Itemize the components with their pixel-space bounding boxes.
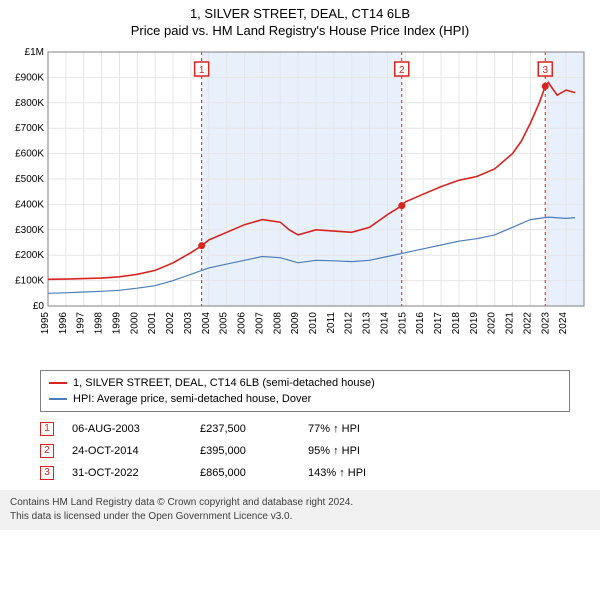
y-tick-label: £500K (15, 174, 44, 185)
y-tick-label: £900K (15, 72, 44, 83)
footer-line-2: This data is licensed under the Open Gov… (10, 510, 590, 524)
y-tick-label: £200K (15, 250, 44, 261)
x-tick-label: 2003 (183, 312, 194, 335)
y-tick-label: £300K (15, 225, 44, 236)
legend-swatch (49, 382, 67, 384)
x-tick-label: 1995 (40, 312, 51, 335)
x-tick-label: 2022 (522, 312, 533, 335)
x-tick-label: 2002 (165, 312, 176, 335)
y-tick-label: £600K (15, 149, 44, 160)
x-tick-label: 2024 (558, 312, 569, 335)
sale-date: 06-AUG-2003 (72, 418, 182, 440)
x-tick-label: 2000 (129, 312, 140, 335)
legend-swatch (49, 398, 67, 400)
x-tick-label: 2008 (272, 312, 283, 335)
x-tick-label: 2006 (237, 312, 248, 335)
legend-label: 1, SILVER STREET, DEAL, CT14 6LB (semi-d… (73, 375, 375, 391)
footer-licence: Contains HM Land Registry data © Crown c… (0, 490, 600, 530)
sale-date: 24-OCT-2014 (72, 440, 182, 462)
chart-title: 1, SILVER STREET, DEAL, CT14 6LB Price p… (0, 0, 600, 40)
sale-marker-icon: 1 (40, 422, 54, 436)
legend-box: 1, SILVER STREET, DEAL, CT14 6LB (semi-d… (40, 370, 570, 412)
x-tick-label: 2021 (505, 312, 516, 335)
sale-price: £237,500 (200, 418, 290, 440)
sale-marker-icon: 2 (40, 444, 54, 458)
y-tick-label: £100K (15, 276, 44, 287)
x-tick-label: 2017 (433, 312, 444, 335)
x-tick-label: 2004 (201, 312, 212, 335)
sale-price: £865,000 (200, 462, 290, 484)
x-tick-label: 2014 (379, 312, 390, 335)
y-tick-label: £400K (15, 199, 44, 210)
sale-marker-num-1: 1 (199, 65, 205, 76)
sale-point-3 (542, 83, 549, 90)
x-tick-label: 2019 (469, 312, 480, 335)
sale-pct: 77% ↑ HPI (308, 418, 418, 440)
x-tick-label: 2001 (147, 312, 158, 335)
x-tick-label: 2010 (308, 312, 319, 335)
x-tick-label: 2011 (326, 312, 337, 334)
x-tick-label: 2005 (219, 312, 230, 335)
legend-label: HPI: Average price, semi-detached house,… (73, 391, 311, 407)
sale-date: 31-OCT-2022 (72, 462, 182, 484)
sale-row-3: 3 31-OCT-2022 £865,000 143% ↑ HPI (40, 462, 570, 484)
sale-row-1: 1 06-AUG-2003 £237,500 77% ↑ HPI (40, 418, 570, 440)
y-tick-label: £700K (15, 123, 44, 134)
x-tick-label: 1996 (58, 312, 69, 335)
sale-marker-num-2: 2 (399, 65, 405, 76)
sale-pct: 95% ↑ HPI (308, 440, 418, 462)
price-chart-svg: 1 2 3 £0 £100K £200K £300K £400K £500K £600K £700K… (8, 44, 592, 364)
title-line-1: 1, SILVER STREET, DEAL, CT14 6LB (0, 6, 600, 21)
sale-marker-icon: 3 (40, 466, 54, 480)
x-tick-label: 1997 (76, 312, 87, 335)
footer-line-1: Contains HM Land Registry data © Crown c… (10, 496, 590, 510)
x-tick-label: 2018 (451, 312, 462, 335)
title-line-2: Price paid vs. HM Land Registry's House … (0, 23, 600, 38)
x-tick-label: 1998 (94, 312, 105, 335)
x-tick-label: 2015 (397, 312, 408, 335)
legend-row-1: HPI: Average price, semi-detached house,… (49, 391, 561, 407)
y-tick-label: £800K (15, 98, 44, 109)
x-tick-label: 2016 (415, 312, 426, 335)
x-tick-label: 2023 (540, 312, 551, 335)
x-tick-label: 2020 (487, 312, 498, 335)
sale-point-1 (198, 242, 205, 249)
sales-table: 1 06-AUG-2003 £237,500 77% ↑ HPI 2 24-OCT-201… (40, 418, 570, 484)
x-tick-label: 2012 (344, 312, 355, 335)
sale-pct: 143% ↑ HPI (308, 462, 418, 484)
x-tick-label: 2009 (290, 312, 301, 335)
sale-price: £395,000 (200, 440, 290, 462)
sale-point-2 (398, 202, 405, 209)
x-tick-label: 2013 (362, 312, 373, 335)
sale-marker-num-3: 3 (542, 65, 548, 76)
y-tick-label: £1M (25, 47, 44, 58)
legend-row-0: 1, SILVER STREET, DEAL, CT14 6LB (semi-d… (49, 375, 561, 391)
sale-row-2: 2 24-OCT-2014 £395,000 95% ↑ HPI (40, 440, 570, 462)
x-tick-label: 1999 (111, 312, 122, 335)
y-tick-label: £0 (33, 301, 45, 312)
x-tick-label: 2007 (254, 312, 265, 335)
chart-area: 1 2 3 £0 £100K £200K £300K £400K £500K £600K £700K… (8, 44, 592, 364)
